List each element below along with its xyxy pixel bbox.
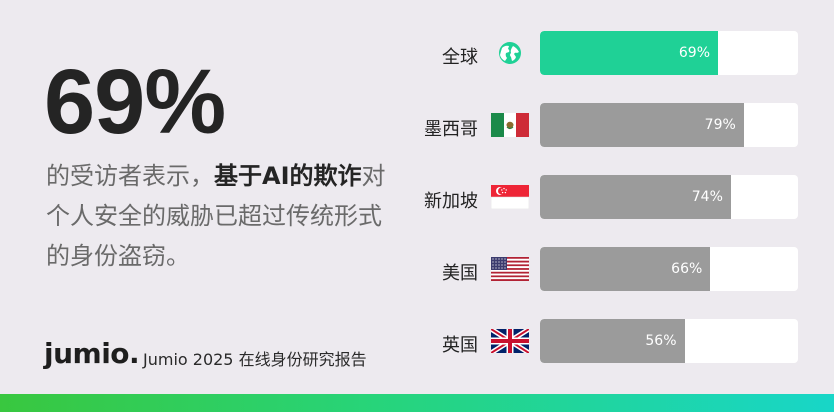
- bar-value-label: 79%: [704, 117, 736, 133]
- bar: [540, 319, 685, 363]
- bar-value-label: 69%: [678, 45, 710, 61]
- headline-description: 的受访者表示，基于AI的欺诈对个人安全的威胁已超过传统形式的身份盗窃。: [46, 156, 396, 276]
- bar-value-label: 56%: [645, 333, 677, 349]
- bar-label: 英国: [442, 335, 478, 356]
- bar-track: 79%: [540, 103, 798, 147]
- bar-value-label: 66%: [671, 261, 703, 277]
- bar-label: 新加坡: [424, 191, 478, 212]
- bar: [540, 247, 711, 291]
- mexico-flag-icon: [491, 113, 529, 137]
- description-emphasis: 基于AI的欺诈: [214, 162, 362, 190]
- bar: [540, 31, 718, 75]
- bar-label: 美国: [442, 263, 478, 284]
- report-title: Jumio 2025 在线身份研究报告: [143, 350, 367, 369]
- bar-label: 全球: [442, 47, 478, 68]
- headline-percent: 69%: [44, 51, 226, 153]
- bar: [540, 103, 744, 147]
- bar-track: 69%: [540, 31, 798, 75]
- description-part-2: 对个人安全的威胁已超过传统形式的身份盗窃。: [46, 162, 386, 270]
- bar-track: 74%: [540, 175, 798, 219]
- brand-gradient-stripe: [0, 394, 834, 412]
- usa-flag-icon: [491, 257, 529, 281]
- description-part-1: 的受访者表示，: [46, 162, 214, 190]
- bar: [540, 175, 731, 219]
- bar-label: 墨西哥: [424, 119, 478, 140]
- bar-track: 66%: [540, 247, 798, 291]
- bar-track: 56%: [540, 319, 798, 363]
- bar-value-label: 74%: [691, 189, 723, 205]
- jumio-logo: jumio.: [44, 337, 140, 370]
- globe-icon: [491, 41, 529, 65]
- uk-flag-icon: [489, 326, 531, 356]
- singapore-flag-icon: [490, 185, 530, 210]
